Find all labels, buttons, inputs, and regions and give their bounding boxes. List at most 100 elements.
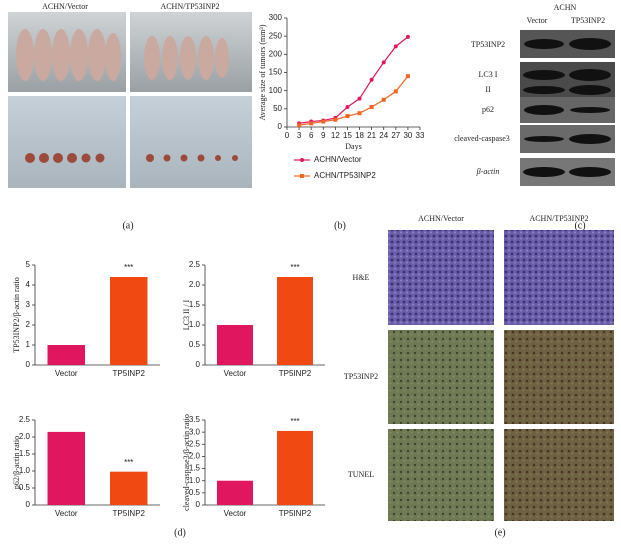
bar (217, 480, 253, 505)
x-tick-label: 30 (403, 131, 412, 140)
point (321, 119, 326, 124)
series-line (299, 75, 409, 126)
y-tick-label: 0 (196, 500, 201, 509)
legend-label: ACHN/TP53INP2 (314, 171, 376, 180)
x-tick-label: 9 (321, 131, 326, 140)
bar (47, 431, 85, 505)
x-tick-label: 24 (379, 131, 388, 140)
x-tick-label: 0 (285, 131, 290, 140)
bar (277, 430, 313, 505)
x-tick-label: 15 (343, 131, 352, 140)
x-tick-label: TP5INP2 (279, 369, 312, 378)
y-tick-label: 2.5 (189, 439, 201, 448)
y-tick-label: 2 (26, 320, 31, 329)
y-tick-label: 1.5 (189, 464, 201, 473)
y-tick-label: 5 (26, 260, 31, 269)
point (369, 105, 374, 110)
bar (217, 325, 253, 365)
x-tick-label: Vector (55, 369, 78, 378)
y-tick-label: 3.5 (189, 415, 201, 424)
x-tick-label: 33 (416, 131, 425, 140)
panel-caption: (d) (174, 527, 186, 538)
annotation: *** (290, 263, 299, 272)
point (405, 74, 410, 79)
bar (277, 277, 313, 365)
y-tick-label: 300 (269, 13, 283, 22)
x-tick-label: 3 (297, 131, 302, 140)
y-tick-label: 0 (196, 360, 201, 369)
y-tick-label: 1.5 (189, 300, 201, 309)
y-tick-label: 1 (26, 340, 31, 349)
row-label: β-actin (476, 167, 500, 176)
y-tick-label: 0 (278, 122, 283, 131)
histology-panel: ACHN/Vector ACHN/TP53INP2 H&E TP53INP2 T… (344, 214, 614, 538)
point (333, 117, 338, 122)
bar (110, 277, 148, 365)
column-label: ACHN/TP53INP2 (529, 214, 588, 223)
x-axis-label: Days (345, 142, 361, 151)
y-tick-label: 1.0 (189, 476, 201, 485)
y-axis-label: LC3 II / I (182, 299, 191, 330)
bar (110, 471, 148, 505)
panel-caption: (e) (494, 527, 505, 538)
point (393, 89, 398, 94)
x-tick-label: Vector (55, 509, 78, 518)
x-tick-label: TP5INP2 (113, 369, 146, 378)
x-tick-label: 21 (367, 131, 376, 140)
photo-panel-a: ACHN/Vector ACHN/TP53INP2 (a) (8, 2, 252, 231)
y-axis-label: cleaved-caspase3/β-actin ratio (182, 414, 191, 511)
y-tick-label: 2.0 (19, 432, 31, 441)
y-tick-label: 1.5 (19, 449, 31, 458)
y-tick-label: 1.0 (189, 320, 201, 329)
x-tick-label: 6 (309, 131, 314, 140)
x-tick-label: 27 (391, 131, 400, 140)
x-tick-label: TP5INP2 (113, 509, 146, 518)
y-tick-label: 2.0 (189, 452, 201, 461)
point (381, 97, 386, 102)
column-label: ACHN/TP53INP2 (160, 2, 219, 11)
y-tick-label: 2.0 (189, 280, 201, 289)
y-tick-label: 0 (26, 360, 31, 369)
annotation: *** (124, 458, 133, 467)
x-tick-label: Vector (224, 509, 247, 518)
group-label: ACHN (554, 3, 577, 12)
column-label: Vector (527, 16, 548, 25)
row-label: LC3 I (479, 70, 498, 79)
legend-label: ACHN/Vector (314, 155, 362, 164)
panel-caption: (c) (574, 220, 585, 231)
row-label: TP53INP2 (344, 372, 378, 381)
point (405, 34, 410, 39)
row-label: TP53INP2 (471, 40, 505, 49)
y-tick-label: 2.5 (189, 260, 201, 269)
y-axis-label: p62/β-actin ratio (12, 436, 21, 489)
column-label: TP53INP2 (571, 16, 605, 25)
annotation: *** (124, 263, 133, 272)
y-tick-label: 50 (273, 104, 282, 113)
point (357, 111, 362, 116)
y-tick-label: 1.0 (19, 466, 31, 475)
panel-caption: (a) (122, 220, 133, 231)
annotation: *** (290, 417, 299, 426)
point (345, 114, 350, 119)
y-tick-label: 150 (269, 68, 283, 77)
panel-caption: (b) (334, 220, 346, 231)
bar (47, 345, 85, 365)
y-tick-label: 2.5 (19, 415, 31, 424)
y-tick-label: 3.0 (189, 427, 201, 436)
y-tick-label: 0.5 (19, 483, 31, 492)
y-tick-label: 0.5 (189, 488, 201, 497)
y-tick-label: 250 (269, 31, 283, 40)
row-label: II (485, 85, 491, 94)
point (357, 96, 362, 101)
series-line (299, 36, 409, 124)
y-axis-label: Average size of tumors (mm³) (258, 24, 267, 120)
point (369, 77, 374, 82)
y-tick-label: 4 (26, 280, 31, 289)
x-tick-label: 12 (331, 131, 340, 140)
point (345, 105, 350, 110)
y-tick-label: 0 (26, 500, 31, 509)
x-tick-label: Vector (224, 369, 247, 378)
x-tick-label: TP5INP2 (279, 509, 312, 518)
point (297, 123, 302, 128)
